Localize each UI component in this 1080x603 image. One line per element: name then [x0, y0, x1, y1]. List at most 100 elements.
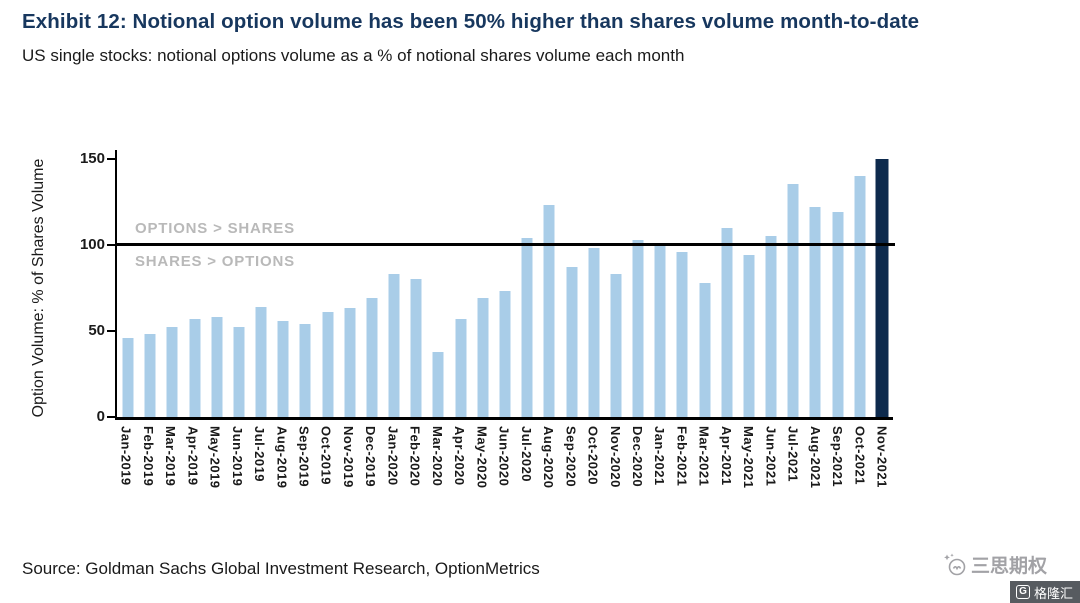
- x-tick: Dec-2020: [626, 426, 648, 534]
- bar-May-2020: [477, 298, 489, 417]
- x-tick: Nov-2019: [337, 426, 359, 534]
- bar-column: [317, 150, 339, 417]
- bar-Sep-2020: [566, 267, 578, 417]
- bar-Aug-2021: [809, 206, 821, 417]
- x-tick-label: Sep-2020: [563, 426, 579, 488]
- y-tick-mark: [107, 329, 115, 332]
- bar-Jun-2019: [233, 327, 245, 417]
- gelonghui-logo-icon: G: [1015, 585, 1030, 599]
- x-tick: Feb-2021: [671, 426, 693, 534]
- bar-Oct-2021: [854, 175, 866, 417]
- bar-column: [871, 150, 893, 417]
- x-tick: Nov-2020: [604, 426, 626, 534]
- bar-Jun-2021: [765, 236, 777, 417]
- bar-column: [827, 150, 849, 417]
- bar-Jun-2020: [499, 291, 511, 417]
- x-tick: Jun-2021: [760, 426, 782, 534]
- plot-area: 0 50 100 150 OPTIONS > SHARES SHARES > OPTI…: [80, 150, 895, 425]
- bar-column: [427, 150, 449, 417]
- watermark-sparkle-paw-icon: [943, 553, 967, 577]
- bar-Dec-2019: [366, 298, 378, 417]
- x-tick-label: Aug-2019: [274, 426, 290, 489]
- source-note: Source: Goldman Sachs Global Investment …: [22, 559, 540, 578]
- x-tick: Oct-2021: [849, 426, 871, 534]
- x-tick-label: Jul-2020: [518, 426, 534, 483]
- bar-May-2019: [211, 317, 223, 417]
- x-tick: Sep-2021: [827, 426, 849, 534]
- bar-column: [383, 150, 405, 417]
- x-tick: Nov-2021: [871, 426, 893, 534]
- x-tick-label: Nov-2019: [340, 426, 356, 488]
- x-tick-label: Nov-2020: [607, 426, 623, 488]
- bar-Apr-2019: [189, 318, 201, 417]
- x-tick-label: Jul-2021: [785, 426, 801, 483]
- y-tick-label: 50: [88, 321, 105, 339]
- bar-Aug-2019: [277, 320, 289, 417]
- x-tick-label: Apr-2021: [718, 426, 734, 486]
- bar-column: [405, 150, 427, 417]
- x-tick-label: Jan-2020: [385, 426, 401, 486]
- bar-column: [760, 150, 782, 417]
- exhibit-subtitle: US single stocks: notional options volum…: [22, 46, 685, 65]
- x-tick: Apr-2019: [182, 426, 204, 534]
- zone-label-options-gt-shares: OPTIONS > SHARES: [135, 219, 295, 237]
- bar-Sep-2019: [299, 323, 311, 417]
- bar-column: [494, 150, 516, 417]
- bar-Nov-2020: [610, 274, 622, 417]
- x-tick: Mar-2020: [426, 426, 448, 534]
- bar-column: [671, 150, 693, 417]
- x-tick-label: Mar-2020: [429, 426, 445, 487]
- bar-May-2021: [743, 255, 755, 417]
- bar-Sep-2021: [832, 212, 844, 417]
- bar-column: [849, 150, 871, 417]
- x-tick-label: Aug-2021: [807, 426, 823, 489]
- x-tick-label: Feb-2019: [140, 426, 156, 487]
- y-axis-title: Option Volume: % of Shares Volume: [30, 158, 47, 418]
- x-tick-label: Nov-2021: [874, 426, 890, 488]
- x-tick: Jul-2019: [248, 426, 270, 534]
- x-tick: Jul-2021: [782, 426, 804, 534]
- x-tick: Dec-2019: [360, 426, 382, 534]
- x-tick-label: Sep-2021: [830, 426, 846, 488]
- bar-column: [450, 150, 472, 417]
- reference-line-100: [117, 243, 895, 247]
- x-tick-label: May-2020: [474, 426, 490, 489]
- bar-column: [649, 150, 671, 417]
- x-tick-label: Jan-2019: [118, 426, 134, 486]
- bar-column: [228, 150, 250, 417]
- x-tick-label: Mar-2021: [696, 426, 712, 487]
- bar-column: [161, 150, 183, 417]
- x-tick: Jan-2021: [649, 426, 671, 534]
- bar-Feb-2020: [410, 279, 422, 417]
- x-tick: Sep-2020: [560, 426, 582, 534]
- x-tick: Aug-2019: [271, 426, 293, 534]
- bar-column: [206, 150, 228, 417]
- bar-Nov-2019: [344, 308, 356, 417]
- x-tick-label: Oct-2020: [585, 426, 601, 485]
- bar-Apr-2020: [455, 318, 467, 417]
- x-tick-label: Jun-2019: [229, 426, 245, 487]
- bar-Jul-2021: [787, 184, 799, 417]
- bar-Dec-2020: [632, 239, 644, 417]
- bar-column: [627, 150, 649, 417]
- x-tick-label: Dec-2020: [630, 426, 645, 488]
- bar-Mar-2021: [699, 282, 711, 417]
- bar-Mar-2020: [432, 351, 444, 417]
- x-tick-label: Aug-2020: [541, 426, 557, 489]
- bar-series: [117, 150, 893, 417]
- x-tick-label: Sep-2019: [296, 426, 312, 488]
- x-tick-label: Dec-2019: [363, 426, 379, 488]
- x-tick: Sep-2019: [293, 426, 315, 534]
- bar-Nov-2021: [875, 158, 889, 417]
- bar-Feb-2019: [144, 334, 156, 417]
- y-tick-mark: [107, 243, 115, 246]
- x-tick-label: Jun-2021: [763, 426, 779, 487]
- y-tick-mark: [107, 157, 115, 160]
- bar-column: [272, 150, 294, 417]
- bar-Jan-2021: [654, 246, 666, 417]
- x-tick: May-2020: [471, 426, 493, 534]
- bar-column: [516, 150, 538, 417]
- x-tick-label: Mar-2019: [163, 426, 179, 487]
- x-tick: Mar-2021: [693, 426, 715, 534]
- x-tick-label: Feb-2021: [674, 426, 690, 487]
